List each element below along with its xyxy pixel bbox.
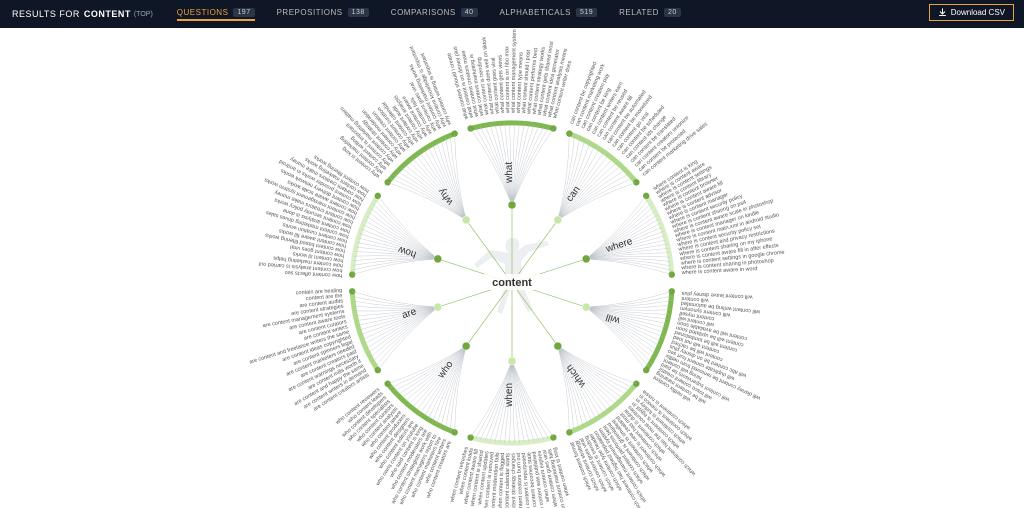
tab-comparisons[interactable]: COMPARISONS 40 [391, 8, 478, 21]
tab-related[interactable]: RELATED 20 [619, 8, 681, 21]
branch-node[interactable] [582, 255, 590, 263]
branch-label: how [396, 243, 418, 259]
header-bar: RESULTS FOR CONTENT (TOP) QUESTIONS 197 PR… [0, 0, 1024, 28]
tab-label: RELATED [619, 8, 659, 17]
results-label: RESULTS FOR [12, 9, 80, 19]
tab-label: PREPOSITIONS [277, 8, 343, 17]
tab-count: 197 [233, 8, 254, 17]
tab-count: 138 [348, 8, 369, 17]
tab-prepositions[interactable]: PREPOSITIONS 138 [277, 8, 369, 21]
branch-node[interactable] [554, 342, 562, 350]
branch-node[interactable] [434, 255, 442, 263]
visualization: what content should i createwhat content… [0, 28, 1024, 508]
branch-node[interactable] [554, 216, 562, 224]
branch-node[interactable] [582, 303, 590, 311]
tab-count: 519 [576, 8, 597, 17]
tab-label: QUESTIONS [177, 8, 229, 17]
download-csv-button[interactable]: Download CSV [929, 4, 1014, 21]
branch-label: what [504, 162, 515, 184]
leaf-label: when content strategy changes [511, 453, 518, 508]
results-scope: (TOP) [134, 11, 153, 18]
branch-node[interactable] [462, 216, 470, 224]
branch-node[interactable] [508, 201, 516, 209]
branch-node[interactable] [434, 303, 442, 311]
center-label: content [492, 277, 532, 289]
tab-alphabeticals[interactable]: ALPHABETICALS 519 [500, 8, 598, 21]
branch-node[interactable] [508, 357, 516, 365]
tab-questions[interactable]: QUESTIONS 197 [177, 8, 255, 21]
download-icon [938, 8, 947, 17]
branch-label: when [504, 383, 515, 408]
tabs: QUESTIONS 197 PREPOSITIONS 138 COMPARISONS 40… [177, 8, 681, 21]
tab-label: ALPHABETICALS [500, 8, 571, 17]
tab-label: COMPARISONS [391, 8, 456, 17]
download-label: Download CSV [951, 8, 1005, 17]
results-term: CONTENT [84, 9, 131, 19]
branch-node[interactable] [462, 342, 470, 350]
branch-label: will [605, 311, 623, 326]
tab-count: 20 [664, 8, 681, 17]
tab-count: 40 [461, 8, 478, 17]
